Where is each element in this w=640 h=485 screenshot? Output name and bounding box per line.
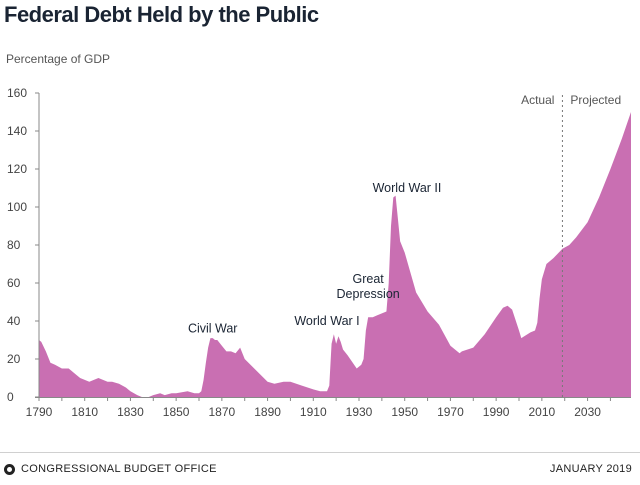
annotation-dep: Great: [353, 272, 385, 286]
x-tick-label: 1870: [209, 405, 236, 419]
footer-divider: [0, 452, 640, 453]
annotation-civil: Civil War: [188, 321, 238, 335]
annotation-dep: Depression: [337, 287, 400, 301]
y-tick-label: 20: [7, 352, 21, 366]
projected-label: Projected: [570, 93, 621, 107]
debt-area: [39, 112, 631, 397]
x-tick-label: 1850: [163, 405, 190, 419]
annotation-ww1: World War I: [294, 314, 359, 328]
y-axis-label: Percentage of GDP: [6, 52, 111, 66]
actual-label: Actual: [521, 93, 554, 107]
y-tick-label: 80: [7, 238, 21, 252]
x-tick-label: 2010: [529, 405, 556, 419]
y-tick-label: 0: [7, 390, 14, 404]
y-tick-label: 40: [7, 314, 21, 328]
chart-title: Federal Debt Held by the Public: [4, 2, 319, 27]
x-tick-label: 1890: [254, 405, 281, 419]
footer-date: JANUARY 2019: [549, 463, 632, 475]
x-tick-label: 1950: [391, 405, 418, 419]
x-tick-label: 1970: [437, 405, 464, 419]
y-tick-label: 120: [7, 162, 27, 176]
x-tick-label: 2030: [574, 405, 601, 419]
y-tick-label: 140: [7, 124, 27, 138]
chart-svg: Actual Projected 0 20 40 60 80 100 120 140 160 179…: [7, 86, 631, 419]
x-tick-label: 1930: [346, 405, 373, 419]
annotation-ww2: World War II: [373, 181, 442, 195]
x-tick-label: 1810: [71, 405, 98, 419]
y-tick-label: 60: [7, 276, 21, 290]
x-tick-label: 1910: [300, 405, 327, 419]
x-tick-label: 1830: [117, 405, 144, 419]
x-tick-label: 1990: [483, 405, 510, 419]
x-tick-label: 1790: [26, 405, 53, 419]
cbo-logo-icon: [4, 463, 15, 475]
source-text: CONGRESSIONAL BUDGET OFFICE: [21, 463, 217, 475]
y-tick-label: 100: [7, 200, 27, 214]
footer-source: CONGRESSIONAL BUDGET OFFICE: [4, 463, 217, 475]
y-tick-label: 160: [7, 86, 27, 100]
